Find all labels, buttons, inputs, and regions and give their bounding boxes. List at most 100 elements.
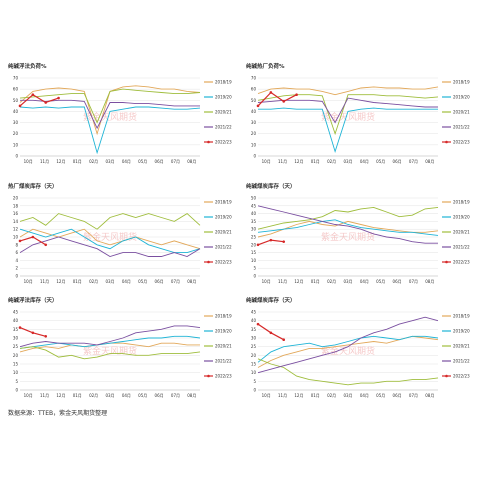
series-point bbox=[256, 322, 260, 326]
legend-label: 2020/21 bbox=[215, 110, 232, 115]
y-tick-label: 20 bbox=[13, 196, 19, 201]
y-tick-label: 50 bbox=[251, 98, 257, 103]
x-tick-label: 04月 bbox=[122, 159, 131, 164]
legend-marker bbox=[207, 374, 210, 378]
y-tick-label: 20 bbox=[251, 353, 257, 358]
x-tick-label: 10月 bbox=[24, 279, 33, 284]
series-line-2020-21 bbox=[257, 206, 439, 230]
legend-label: 2018/19 bbox=[215, 80, 232, 85]
source-note: 数据来源：TTEB，紫金天风期货整理 bbox=[8, 410, 108, 417]
y-tick-label: 18 bbox=[13, 203, 19, 208]
x-tick-label: 02月 bbox=[89, 279, 98, 284]
x-tick-label: 01月 bbox=[311, 393, 320, 398]
x-tick-label: 12月 bbox=[294, 393, 303, 398]
y-tick-label: 8 bbox=[15, 242, 18, 247]
series-point bbox=[256, 104, 260, 108]
y-tick-label: 60 bbox=[13, 87, 19, 92]
legend-label: 2021/22 bbox=[453, 125, 470, 130]
y-tick-label: 40 bbox=[13, 318, 19, 323]
series-line-2022-23 bbox=[257, 91, 297, 107]
chart-title: 纯碱煤炭库存（天） bbox=[246, 182, 296, 190]
x-tick-label: 08月 bbox=[187, 393, 196, 398]
chart-title: 纯碱浮法库存（天） bbox=[8, 296, 58, 304]
series-point bbox=[269, 331, 273, 335]
x-tick-label: 11月 bbox=[278, 279, 287, 284]
series-line-2018-19 bbox=[257, 86, 439, 96]
x-tick-label: 10月 bbox=[24, 393, 33, 398]
legend-label: 2019/20 bbox=[453, 215, 470, 220]
y-tick-label: 5 bbox=[253, 379, 256, 384]
y-tick-label: 50 bbox=[13, 98, 19, 103]
series-line-2020-21 bbox=[19, 346, 201, 360]
legend-label: 2020/21 bbox=[215, 230, 232, 235]
x-tick-label: 04月 bbox=[122, 279, 131, 284]
x-tick-label: 06月 bbox=[393, 159, 402, 164]
series-line-2021-22 bbox=[19, 325, 201, 348]
y-tick-label: 20 bbox=[13, 131, 19, 136]
x-tick-label: 06月 bbox=[393, 393, 402, 398]
legend-label: 2018/19 bbox=[453, 80, 470, 85]
x-tick-label: 06月 bbox=[393, 279, 402, 284]
y-tick-label: 40 bbox=[251, 211, 257, 216]
legend-label: 2020/21 bbox=[215, 344, 232, 349]
x-tick-label: 03月 bbox=[343, 279, 352, 284]
y-tick-label: 30 bbox=[251, 120, 257, 125]
x-tick-label: 08月 bbox=[425, 393, 434, 398]
legend-label: 2020/21 bbox=[453, 110, 470, 115]
legend-label: 2022/23 bbox=[215, 140, 232, 145]
x-tick-label: 01月 bbox=[311, 159, 320, 164]
y-tick-label: 0 bbox=[253, 154, 256, 159]
x-tick-label: 07月 bbox=[171, 279, 180, 284]
chart-panel-3: 热厂煤炭库存（天） 0 2 4 6 8 10 12 14 16 18 20 10月 11月 12月 01月 02… bbox=[8, 182, 232, 284]
y-tick-label: 0 bbox=[253, 274, 256, 279]
series-point bbox=[295, 93, 298, 97]
legend-label: 2018/19 bbox=[453, 314, 470, 319]
x-tick-label: 07月 bbox=[409, 279, 418, 284]
x-tick-label: 06月 bbox=[155, 393, 164, 398]
x-tick-label: 03月 bbox=[105, 159, 114, 164]
series-line-2021-22 bbox=[19, 236, 201, 257]
x-tick-label: 05月 bbox=[376, 159, 385, 164]
series-point bbox=[31, 235, 35, 239]
chart-title: 纯碱浮法负荷% bbox=[8, 62, 47, 70]
x-tick-label: 02月 bbox=[89, 159, 98, 164]
x-tick-label: 08月 bbox=[187, 159, 196, 164]
x-tick-label: 01月 bbox=[73, 279, 82, 284]
y-tick-label: 10 bbox=[13, 142, 19, 147]
series-point bbox=[282, 240, 286, 243]
x-tick-label: 02月 bbox=[327, 159, 336, 164]
series-point bbox=[44, 334, 48, 338]
y-tick-label: 16 bbox=[13, 211, 19, 216]
legend-label: 2020/21 bbox=[453, 344, 470, 349]
x-tick-label: 02月 bbox=[327, 279, 336, 284]
y-tick-label: 4 bbox=[15, 258, 18, 263]
chart-title: 纯碱热厂负荷% bbox=[246, 62, 285, 70]
legend-label: 2022/23 bbox=[453, 140, 470, 145]
x-tick-label: 04月 bbox=[360, 159, 369, 164]
x-tick-label: 02月 bbox=[327, 393, 336, 398]
series-line-2021-22 bbox=[257, 97, 438, 124]
series-point bbox=[269, 238, 273, 242]
y-tick-label: 25 bbox=[251, 344, 257, 349]
x-tick-label: 12月 bbox=[56, 159, 65, 164]
x-tick-label: 10月 bbox=[262, 393, 271, 398]
y-tick-label: 40 bbox=[251, 318, 257, 323]
x-tick-label: 05月 bbox=[138, 159, 147, 164]
legend-label: 2018/19 bbox=[215, 200, 232, 205]
y-tick-label: 10 bbox=[251, 142, 257, 147]
series-point bbox=[31, 331, 35, 335]
legend-label: 2021/22 bbox=[215, 125, 232, 130]
series-line-2018-19 bbox=[257, 220, 439, 238]
y-tick-label: 5 bbox=[253, 266, 256, 271]
y-tick-label: 20 bbox=[251, 242, 257, 247]
series-line-2021-22 bbox=[257, 316, 439, 374]
y-tick-label: 70 bbox=[13, 76, 19, 81]
legend-label: 2018/19 bbox=[453, 200, 470, 205]
legend-label: 2018/19 bbox=[215, 314, 232, 319]
y-tick-label: 30 bbox=[13, 336, 19, 341]
legend-marker bbox=[445, 140, 448, 144]
watermark: 紫金天风期货 bbox=[321, 111, 375, 123]
y-tick-label: 30 bbox=[13, 120, 19, 125]
x-tick-label: 05月 bbox=[138, 393, 147, 398]
watermark: 紫金天风期货 bbox=[83, 345, 137, 357]
